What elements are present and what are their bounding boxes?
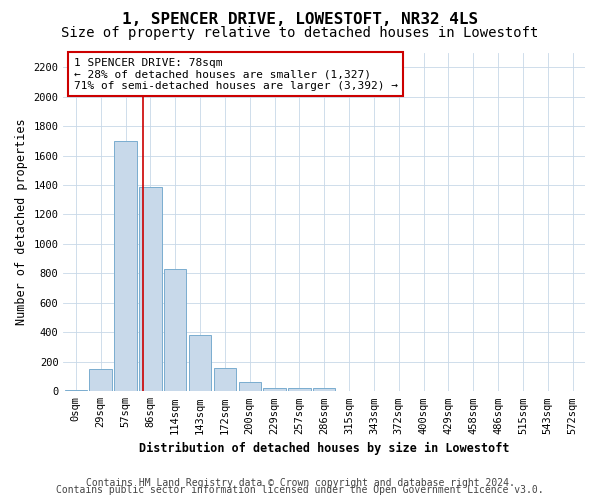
Bar xyxy=(89,369,112,391)
Y-axis label: Number of detached properties: Number of detached properties xyxy=(15,118,28,325)
Bar xyxy=(263,388,286,391)
Text: 1 SPENCER DRIVE: 78sqm
← 28% of detached houses are smaller (1,327)
71% of semi-: 1 SPENCER DRIVE: 78sqm ← 28% of detached… xyxy=(74,58,398,91)
Text: Contains public sector information licensed under the Open Government Licence v3: Contains public sector information licen… xyxy=(56,485,544,495)
Bar xyxy=(288,388,311,391)
Text: Size of property relative to detached houses in Lowestoft: Size of property relative to detached ho… xyxy=(61,26,539,40)
X-axis label: Distribution of detached houses by size in Lowestoft: Distribution of detached houses by size … xyxy=(139,442,509,455)
Text: Contains HM Land Registry data © Crown copyright and database right 2024.: Contains HM Land Registry data © Crown c… xyxy=(86,478,514,488)
Bar xyxy=(189,336,211,391)
Bar xyxy=(65,390,87,391)
Bar xyxy=(313,388,335,391)
Text: 1, SPENCER DRIVE, LOWESTOFT, NR32 4LS: 1, SPENCER DRIVE, LOWESTOFT, NR32 4LS xyxy=(122,12,478,28)
Bar xyxy=(239,382,261,391)
Bar xyxy=(164,269,187,391)
Bar xyxy=(214,368,236,391)
Bar xyxy=(139,186,161,391)
Bar xyxy=(115,141,137,391)
